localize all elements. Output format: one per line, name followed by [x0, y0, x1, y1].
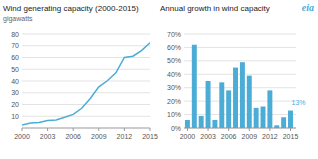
tick-mark: [73, 128, 74, 131]
chart-bar: Annual growth in wind capacity 0% 10% 20% 30…: [160, 4, 306, 140]
tick-mark: [47, 128, 48, 131]
bar: [281, 117, 286, 128]
tick-mark: [249, 128, 250, 131]
bar: [261, 107, 266, 128]
chart-line: Wind generating capacity (2000-2015) giga…: [3, 4, 158, 140]
grid-line: [184, 34, 296, 35]
tick-label: 70: [11, 42, 19, 49]
tick-label: 40: [11, 78, 19, 85]
tick-label: 20%: [167, 98, 181, 105]
tick-label: 2015: [142, 133, 158, 140]
tick-mark: [22, 128, 23, 131]
tick-label: 30: [11, 89, 19, 96]
chart-title: Annual growth in wind capacity: [160, 4, 270, 13]
bar: [226, 90, 231, 128]
bar: [247, 76, 252, 128]
bar: [254, 108, 259, 128]
tick-label: 2006: [65, 133, 81, 140]
grid-line: [22, 116, 150, 117]
tick-label: 70%: [167, 31, 181, 38]
bar: [240, 62, 245, 128]
tick-label: 10%: [167, 111, 181, 118]
tick-label: 60%: [167, 44, 181, 51]
tick-mark: [150, 128, 151, 131]
tick-mark: [228, 128, 229, 131]
bar: [233, 68, 238, 128]
tick-label: 60: [11, 54, 19, 61]
tick-label: 50%: [167, 57, 181, 64]
tick-label: 40%: [167, 71, 181, 78]
tick-label: 2015: [283, 133, 299, 140]
tick-label: 10: [11, 113, 19, 120]
bar: [288, 111, 293, 128]
tick-label: 50: [11, 66, 19, 73]
tick-mark: [290, 128, 291, 131]
tick-label: 2003: [40, 133, 56, 140]
tick-label: 2012: [262, 133, 278, 140]
chart-canvas: Wind generating capacity (2000-2015) giga…: [0, 0, 318, 159]
bar: [267, 90, 272, 128]
bar: [192, 45, 197, 128]
tick-mark: [208, 128, 209, 131]
bar: [199, 116, 204, 128]
tick-label: 30%: [167, 84, 181, 91]
tick-label: 20: [11, 101, 19, 108]
grid-line: [184, 47, 296, 48]
bar: [206, 81, 211, 128]
annotation: 13%: [292, 99, 306, 106]
grid-line: [184, 60, 296, 61]
tick-label: 2000: [180, 133, 196, 140]
plot-area: [185, 45, 293, 128]
grid-line: [22, 34, 150, 35]
tick-label: 2009: [241, 133, 257, 140]
tick-label: 2009: [91, 133, 107, 140]
bar: [219, 82, 224, 128]
logo: eia: [302, 2, 314, 13]
tick-mark: [124, 128, 125, 131]
plot-area: [22, 43, 150, 125]
tick-label: 2000: [14, 133, 30, 140]
bar: [212, 120, 217, 128]
grid-line: [22, 69, 150, 70]
tick-mark: [269, 128, 270, 131]
tick-mark: [98, 128, 99, 131]
data-line: [22, 43, 150, 125]
grid-line: [22, 45, 150, 46]
x-axis-line: [22, 128, 150, 129]
grid-line: [22, 92, 150, 93]
tick-label: 2003: [200, 133, 216, 140]
bar: [185, 120, 190, 128]
tick-label: 80: [11, 31, 19, 38]
axis-label: gigawatts: [3, 15, 33, 23]
chart-title: Wind generating capacity (2000-2015): [3, 4, 139, 13]
tick-mark: [187, 128, 188, 131]
tick-label: 2012: [117, 133, 133, 140]
tick-label: 2006: [221, 133, 237, 140]
bar: [274, 125, 279, 128]
grid-line: [22, 81, 150, 82]
tick-label: 0%: [171, 125, 181, 132]
